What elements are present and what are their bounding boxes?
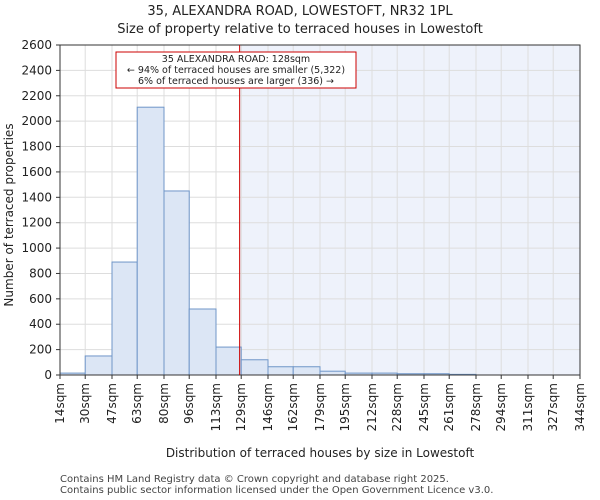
histogram-bar-162sqm (292, 366, 321, 376)
x-tick-label-146sqm: 146sqm (261, 383, 275, 431)
histogram-bar-30sqm (84, 355, 113, 376)
larger-region-shading (239, 45, 581, 375)
y-tick-label-1800: 1800 (21, 140, 52, 154)
x-tick-label-278sqm: 278sqm (469, 383, 483, 431)
x-tick-label-179sqm: 179sqm (313, 383, 327, 431)
histogram-bar-47sqm (111, 261, 138, 376)
x-tick-label-80sqm: 80sqm (157, 383, 171, 424)
y-tick-label-2000: 2000 (21, 114, 52, 128)
annotation-smaller: ← 94% of terraced houses are smaller (5,… (127, 65, 345, 76)
attribution: Contains HM Land Registry data © Crown c… (60, 474, 493, 496)
histogram-bar-80sqm (163, 190, 190, 376)
histogram-bar-129sqm (240, 359, 269, 376)
y-tick-label-1600: 1600 (21, 165, 52, 179)
y-axis-label: Number of terraced properties (2, 123, 16, 306)
x-tick-label-311sqm: 311sqm (521, 383, 535, 431)
annotation-box (115, 51, 357, 89)
chart-subtitle: Size of property relative to terraced ho… (117, 22, 483, 37)
chart-title-block: 35, ALEXANDRA ROAD, LOWESTOFT, NR32 1PL … (0, 3, 600, 39)
y-tick-label-800: 800 (29, 266, 52, 280)
x-axis-label: Distribution of terraced houses by size … (166, 446, 475, 460)
x-tick-label-14sqm: 14sqm (53, 383, 67, 424)
attribution-line-2: Contains public sector information licen… (60, 485, 494, 496)
y-tick-label-2600: 2600 (21, 38, 52, 52)
x-tick-label-162sqm: 162sqm (286, 383, 300, 431)
x-tick-label-113sqm: 113sqm (209, 383, 223, 431)
histogram-bar-146sqm (267, 366, 294, 376)
x-tick-label-30sqm: 30sqm (78, 383, 92, 424)
y-tick-label-1400: 1400 (21, 190, 52, 204)
y-tick-label-200: 200 (29, 343, 52, 357)
x-tick-label-228sqm: 228sqm (390, 383, 404, 431)
histogram-bar-113sqm (215, 346, 242, 376)
x-tick-label-195sqm: 195sqm (338, 383, 352, 431)
chart-title: 35, ALEXANDRA ROAD, LOWESTOFT, NR32 1PL (147, 4, 453, 19)
x-tick-label-294sqm: 294sqm (494, 383, 508, 431)
histogram-bar-63sqm (136, 106, 165, 376)
annotation-larger: 6% of terraced houses are larger (336) → (138, 76, 334, 87)
y-tick-label-1000: 1000 (21, 241, 52, 255)
x-tick-label-344sqm: 344sqm (573, 383, 587, 431)
attribution-line-1: Contains HM Land Registry data © Crown c… (60, 474, 449, 485)
x-tick-label-47sqm: 47sqm (105, 383, 119, 424)
y-tick-label-1200: 1200 (21, 216, 52, 230)
y-tick-label-600: 600 (29, 292, 52, 306)
histogram-bar-179sqm (319, 370, 346, 376)
y-tick-label-0: 0 (44, 368, 52, 382)
annotation-title: 35 ALEXANDRA ROAD: 128sqm (162, 54, 310, 65)
x-tick-label-63sqm: 63sqm (130, 383, 144, 424)
x-tick-label-212sqm: 212sqm (365, 383, 379, 431)
histogram-bar-96sqm (188, 308, 217, 376)
y-tick-label-2200: 2200 (21, 89, 52, 103)
x-tick-label-261sqm: 261sqm (442, 383, 456, 431)
x-tick-label-327sqm: 327sqm (546, 383, 560, 431)
x-tick-label-129sqm: 129sqm (234, 383, 248, 431)
y-tick-label-2400: 2400 (21, 63, 52, 77)
y-tick-label-400: 400 (29, 317, 52, 331)
x-tick-label-245sqm: 245sqm (417, 383, 431, 431)
x-tick-label-96sqm: 96sqm (182, 383, 196, 424)
